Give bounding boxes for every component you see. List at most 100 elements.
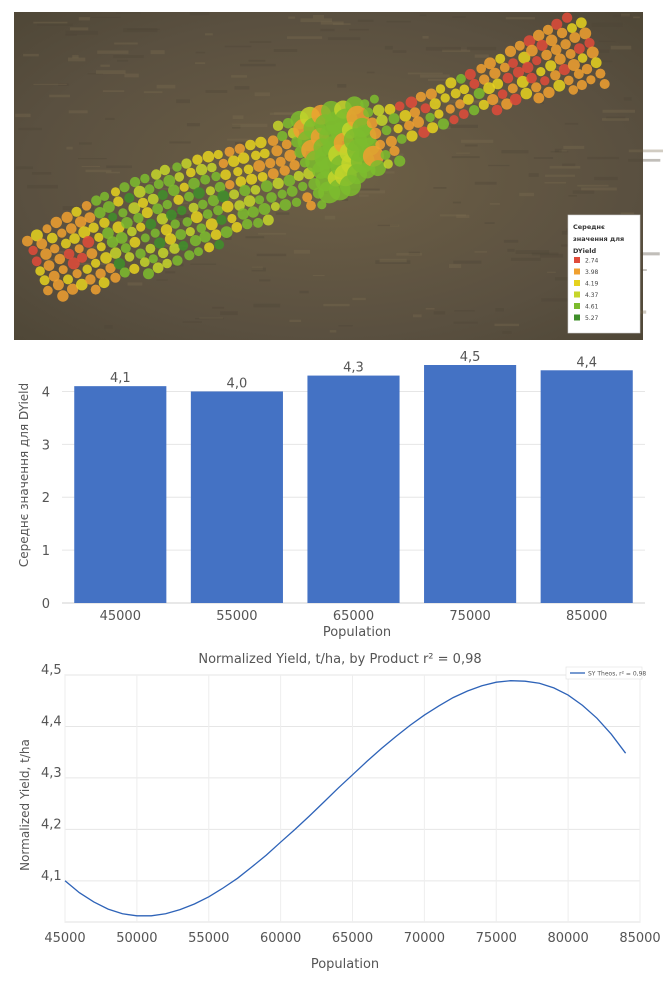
yield-point — [50, 244, 60, 254]
yield-point — [199, 231, 211, 243]
yield-point — [195, 163, 208, 176]
bar-65000 — [307, 375, 400, 603]
yield-point — [133, 185, 146, 198]
yield-point — [124, 192, 135, 203]
yield-point — [67, 283, 79, 295]
yield-point — [396, 134, 407, 144]
legend-swatch — [574, 303, 580, 309]
yield-point — [420, 103, 431, 114]
yield-point — [279, 165, 290, 176]
yield-point — [174, 172, 185, 182]
yield-points — [22, 12, 610, 302]
yield-point — [214, 181, 226, 193]
bar-data-label: 4,0 — [227, 376, 248, 391]
yield-point — [202, 209, 213, 220]
yield-point — [169, 243, 180, 254]
yield-point — [459, 84, 470, 95]
yield-point — [289, 160, 300, 171]
yield-point — [243, 195, 256, 207]
yield-point — [220, 169, 231, 181]
yield-point — [43, 285, 53, 296]
yield-point — [54, 253, 66, 265]
yield-point — [473, 88, 485, 99]
yield-point — [476, 63, 487, 74]
yield-point — [139, 257, 150, 268]
bar-x-axis-label: Population — [323, 625, 391, 640]
yield-point — [224, 146, 235, 157]
yield-point — [213, 149, 223, 160]
yield-point — [239, 184, 251, 197]
yield-point — [531, 82, 542, 93]
yield-point — [94, 207, 106, 219]
yield-point — [513, 66, 524, 78]
yield-point — [205, 218, 218, 231]
yield-point — [144, 184, 155, 195]
yield-point — [412, 116, 425, 128]
yield-point — [225, 180, 235, 190]
yield-point — [39, 275, 50, 286]
yield-point — [579, 27, 592, 40]
yield-point — [129, 236, 141, 248]
yield-point — [99, 217, 110, 228]
legend-label: 2.74 — [585, 258, 599, 265]
yield-point — [145, 218, 157, 230]
yield-point — [545, 34, 558, 47]
yield-point — [234, 143, 245, 154]
yield-point — [61, 211, 73, 223]
yield-point — [190, 211, 203, 224]
yield-point — [63, 248, 75, 260]
yield-point — [372, 104, 385, 116]
line-y-tick-label: 4,5 — [41, 663, 62, 678]
yield-point — [487, 94, 499, 106]
yield-point — [91, 195, 102, 206]
yield-point — [270, 202, 280, 211]
yield-point — [82, 264, 92, 274]
yield-point — [543, 86, 555, 99]
yield-point — [90, 284, 101, 295]
legend-label: 4.61 — [585, 304, 599, 311]
yield-point — [234, 200, 245, 211]
yield-point — [136, 222, 146, 232]
yield-point — [214, 239, 225, 250]
yield-point — [560, 39, 571, 50]
yield-point — [425, 88, 437, 100]
yield-point — [291, 197, 302, 207]
yield-point — [277, 130, 288, 142]
yield-point — [569, 32, 581, 43]
yield-point — [520, 87, 533, 100]
yield-point — [94, 232, 104, 242]
yield-point — [72, 269, 82, 279]
yield-point — [568, 85, 579, 95]
yield-point — [545, 60, 557, 72]
bar-y-tick-label: 3 — [42, 438, 50, 453]
line-x-tick-label: 75000 — [476, 931, 517, 946]
yield-point — [405, 96, 418, 109]
yield-point — [523, 35, 536, 47]
yield-point — [389, 145, 400, 156]
yield-point — [502, 72, 514, 84]
yield-point — [518, 51, 531, 64]
legend-label: 5.27 — [585, 315, 599, 322]
legend-swatch — [574, 314, 580, 321]
yield-point — [468, 105, 480, 116]
yield-point — [106, 236, 119, 248]
yield-point — [207, 195, 220, 207]
yield-point — [35, 266, 45, 276]
yield-point — [188, 202, 199, 213]
yield-point — [574, 43, 585, 54]
yield-point — [497, 89, 508, 99]
yield-point — [262, 214, 274, 226]
yield-point — [508, 58, 518, 68]
yield-point — [246, 173, 258, 185]
yield-point — [406, 130, 418, 142]
yield-point — [243, 164, 254, 175]
yield-point — [200, 174, 211, 185]
yield-point — [286, 185, 298, 197]
yield-point — [255, 136, 267, 149]
yield-point — [272, 177, 284, 189]
yield-point — [440, 93, 450, 103]
line-x-tick-label: 50000 — [116, 931, 157, 946]
yield-point — [170, 219, 180, 229]
line-x-tick-label: 80000 — [547, 931, 588, 946]
yield-point — [533, 29, 545, 42]
